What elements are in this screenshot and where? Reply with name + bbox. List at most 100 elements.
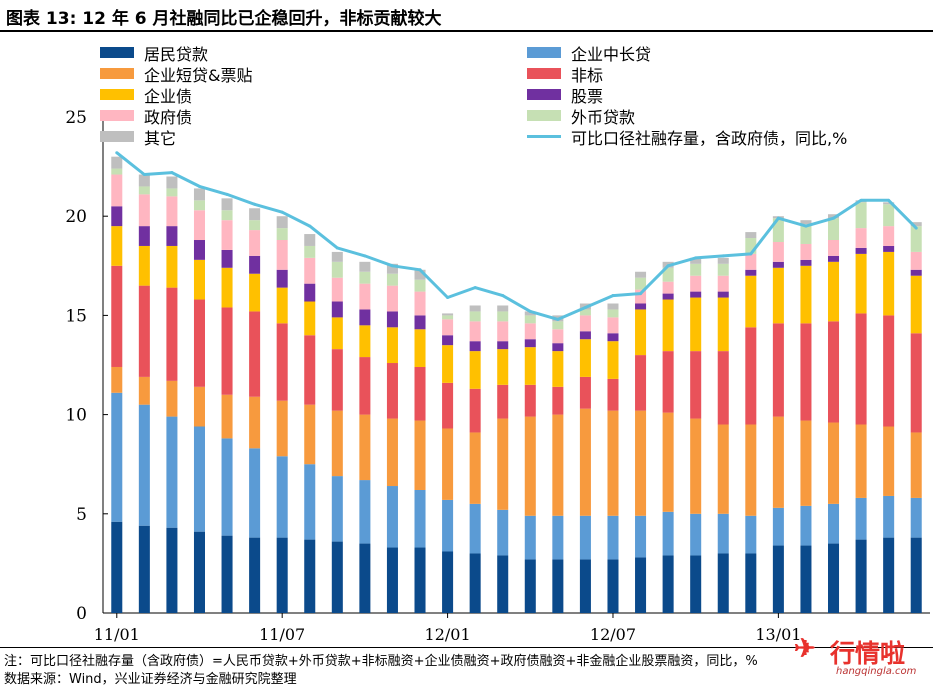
line-point <box>832 216 836 220</box>
bar-segment <box>497 311 509 322</box>
bar-segment <box>138 174 150 187</box>
y-tick-label: 15 <box>65 306 87 326</box>
bar-segment <box>469 305 481 312</box>
bar-segment <box>800 220 812 225</box>
bar-segment <box>662 293 674 300</box>
bar-segment <box>386 327 398 364</box>
bar-segment <box>386 363 398 419</box>
line-point <box>501 294 505 298</box>
bar-segment <box>745 275 757 328</box>
footnote: 注：可比口径社融存量（含政府债）=人民币贷款+外币贷款+非标融资+企业债融资+政… <box>4 654 758 669</box>
bar-segment <box>717 513 729 554</box>
bar-segment <box>828 218 840 241</box>
bar-segment <box>497 555 509 613</box>
bar-segment <box>276 400 288 457</box>
bar-segment <box>221 535 233 613</box>
bar-segment <box>331 476 343 542</box>
line-point <box>280 210 284 214</box>
bar-segment <box>469 432 481 504</box>
bar-segment <box>579 408 591 516</box>
legend-swatch <box>527 89 561 100</box>
bar-segment <box>276 240 288 270</box>
line-point <box>611 294 615 298</box>
bar-segment <box>717 275 729 292</box>
watermark-logo-icon: ✈ <box>794 634 816 664</box>
bar-segment <box>662 555 674 613</box>
line-series <box>115 151 918 321</box>
legend-label: 企业短贷&票贴 <box>144 66 253 85</box>
bar-segment <box>883 426 895 496</box>
bottom-rule <box>0 647 933 648</box>
line-point <box>197 184 201 188</box>
legend-swatch <box>100 110 134 121</box>
bar-segment <box>111 366 123 393</box>
bar-segment <box>111 392 123 522</box>
line-point <box>446 296 450 300</box>
bar-segment <box>883 315 895 427</box>
bar-segment <box>497 341 509 350</box>
bar-segment <box>717 257 729 264</box>
bar-segment <box>469 351 481 389</box>
bar-segment <box>662 511 674 556</box>
legend-swatch <box>100 47 134 58</box>
bar-segment <box>883 537 895 613</box>
bar-segment <box>855 228 867 248</box>
bar-segment <box>524 311 536 316</box>
bar-segment <box>359 309 371 326</box>
bar-segment <box>359 480 371 544</box>
bar-segment <box>111 521 123 613</box>
bar-segment <box>193 386 205 427</box>
bar-segment <box>331 251 343 262</box>
legend-swatch <box>527 68 561 79</box>
bar-segment <box>607 378 619 411</box>
bar-segment <box>524 347 536 385</box>
bar-segment <box>883 204 895 227</box>
bar-segment <box>359 283 371 310</box>
bar-segment <box>331 317 343 350</box>
bar-segment <box>111 226 123 266</box>
bar-segment <box>828 321 840 423</box>
legend-label: 企业债 <box>144 87 193 106</box>
bar-segment <box>800 265 812 324</box>
bar-segment <box>386 547 398 613</box>
bar-segment <box>552 559 564 613</box>
bar-segment <box>469 388 481 433</box>
bar-segment <box>828 214 840 219</box>
bar-segment <box>497 418 509 510</box>
bar-segment <box>883 495 895 538</box>
bar-segment <box>442 313 454 316</box>
legend-label: 股票 <box>571 87 604 106</box>
bar-segment <box>442 499 454 552</box>
bar-segment <box>304 283 316 302</box>
legend-label: 非标 <box>571 66 604 85</box>
bar-segment <box>855 424 867 498</box>
watermark-brand: 行情啦 <box>830 639 906 668</box>
bar-segment <box>690 275 702 292</box>
bar-segment <box>772 545 784 613</box>
bar-segment <box>304 257 316 284</box>
bar-segment <box>138 194 150 227</box>
watermark-url: hangqingla.com <box>836 666 917 677</box>
bar-segment <box>828 240 840 256</box>
bar-segment <box>359 543 371 613</box>
bar-segment <box>717 263 729 276</box>
bar-segment <box>166 226 178 246</box>
line-point <box>253 202 257 206</box>
bar-segment <box>359 261 371 272</box>
bar-segment <box>717 297 729 352</box>
bar-segment <box>276 537 288 613</box>
bar-segment <box>552 414 564 516</box>
legend-label: 政府债 <box>144 108 193 127</box>
bar-segment <box>386 311 398 328</box>
bar-segment <box>497 509 509 556</box>
bar-segment <box>828 255 840 262</box>
bar-segment <box>359 325 371 358</box>
bar-segment <box>166 196 178 227</box>
bar-segment <box>552 386 564 415</box>
bar-segment <box>800 505 812 546</box>
bar-segment <box>221 198 233 211</box>
bar-segment <box>883 245 895 252</box>
y-tick-label: 20 <box>65 207 87 227</box>
bar-segment <box>193 200 205 211</box>
